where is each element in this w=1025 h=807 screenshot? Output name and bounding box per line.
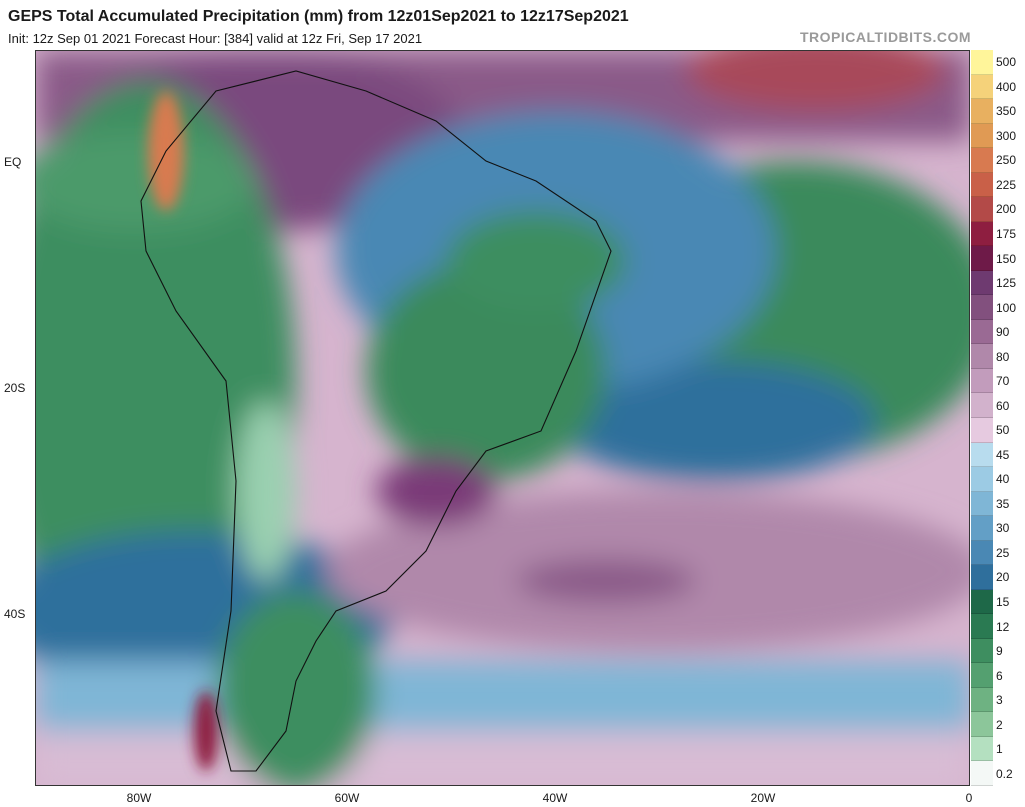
colorbar-label: 90 xyxy=(996,325,1010,340)
colorbar-cell xyxy=(971,197,993,222)
colorbar-cell xyxy=(971,589,993,615)
colorbar-cell xyxy=(971,442,993,468)
colorbar-label: 350 xyxy=(996,104,1017,119)
colorbar-cell xyxy=(971,319,993,345)
colorbar-cell xyxy=(971,761,993,786)
colorbar-cell xyxy=(971,736,993,762)
colorbar-cell xyxy=(971,565,993,590)
colorbar-cell xyxy=(971,221,993,247)
map-graphic xyxy=(36,51,969,785)
lat-label-eq: EQ xyxy=(4,155,22,169)
colorbar-label: 80 xyxy=(996,349,1010,364)
lat-label-20s: 20S xyxy=(4,381,26,395)
colorbar-cell xyxy=(971,687,993,713)
lat-label-40s: 40S xyxy=(4,607,26,621)
colorbar-cell xyxy=(971,344,993,369)
lon-label-40w: 40W xyxy=(542,791,568,805)
colorbar-cell xyxy=(971,614,993,639)
coastline xyxy=(140,70,612,772)
colorbar-cell xyxy=(971,663,993,688)
colorbar-label: 6 xyxy=(996,668,1003,683)
colorbar-cell xyxy=(971,712,993,737)
colorbar-label: 60 xyxy=(996,398,1010,413)
colorbar-label: 400 xyxy=(996,79,1017,94)
colorbar-label: 25 xyxy=(996,545,1010,560)
colorbar xyxy=(971,50,993,786)
colorbar-label: 35 xyxy=(996,496,1010,511)
colorbar-label: 200 xyxy=(996,202,1017,217)
colorbar-cell xyxy=(971,491,993,517)
colorbar-label: 30 xyxy=(996,521,1010,536)
colorbar-label: 9 xyxy=(996,644,1003,659)
colorbar-cell xyxy=(971,246,993,271)
colorbar-cell xyxy=(971,295,993,320)
colorbar-cell xyxy=(971,516,993,541)
colorbar-label: 125 xyxy=(996,276,1017,291)
lon-label-60w: 60W xyxy=(334,791,360,805)
colorbar-label: 20 xyxy=(996,570,1010,585)
colorbar-label: 15 xyxy=(996,595,1010,609)
precipitation-map xyxy=(35,50,970,786)
colorbar-label: 500 xyxy=(996,55,1017,70)
chart-subtitle: Init: 12z Sep 01 2021 Forecast Hour: [38… xyxy=(8,31,423,46)
colorbar-label: 250 xyxy=(996,153,1017,168)
colorbar-cell xyxy=(971,418,993,443)
colorbar-cell xyxy=(971,123,993,149)
lon-label-20w: 20W xyxy=(750,791,776,805)
colorbar-label: 100 xyxy=(996,300,1017,315)
colorbar-label: 225 xyxy=(996,177,1017,192)
colorbar-label: 50 xyxy=(996,423,1010,438)
watermark: TROPICALTIDBITS.COM xyxy=(799,29,971,45)
colorbar-label: 45 xyxy=(996,447,1010,462)
precip-fields xyxy=(36,51,969,785)
colorbar-cell xyxy=(971,270,993,296)
colorbar-label: 1 xyxy=(996,742,1003,757)
colorbar-label: 40 xyxy=(996,472,1010,487)
colorbar-label: 175 xyxy=(996,227,1017,241)
colorbar-label: 3 xyxy=(996,693,1003,708)
colorbar-cell xyxy=(971,148,993,173)
lon-label-80w: 80W xyxy=(126,791,152,805)
colorbar-label: 70 xyxy=(996,374,1010,389)
colorbar-label: 300 xyxy=(996,128,1017,143)
colorbar-cell xyxy=(971,638,993,664)
colorbar-cell xyxy=(971,467,993,492)
colorbar-cell xyxy=(971,540,993,566)
colorbar-label: 150 xyxy=(996,251,1017,266)
colorbar-cell xyxy=(971,99,993,124)
colorbar-label: 12 xyxy=(996,619,1010,634)
colorbar-cell xyxy=(971,368,993,394)
colorbar-label: 2 xyxy=(996,717,1003,732)
chart-title: GEPS Total Accumulated Precipitation (mm… xyxy=(8,8,629,25)
lon-label-0: 0 xyxy=(965,791,973,805)
colorbar-label: 0.2 xyxy=(996,766,1013,781)
colorbar-cell xyxy=(971,74,993,100)
colorbar-cell xyxy=(971,172,993,198)
colorbar-cell xyxy=(971,50,993,75)
colorbar-cell xyxy=(971,393,993,418)
